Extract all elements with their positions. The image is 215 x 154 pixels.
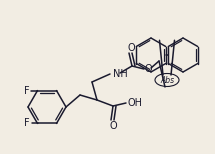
- Text: Abs: Abs: [160, 75, 174, 85]
- Text: O: O: [144, 64, 152, 74]
- Text: OH: OH: [127, 98, 142, 108]
- Text: NH: NH: [113, 69, 128, 79]
- Text: O: O: [109, 121, 117, 131]
- Text: F: F: [24, 118, 29, 128]
- Text: F: F: [24, 85, 29, 95]
- Text: O: O: [127, 43, 135, 53]
